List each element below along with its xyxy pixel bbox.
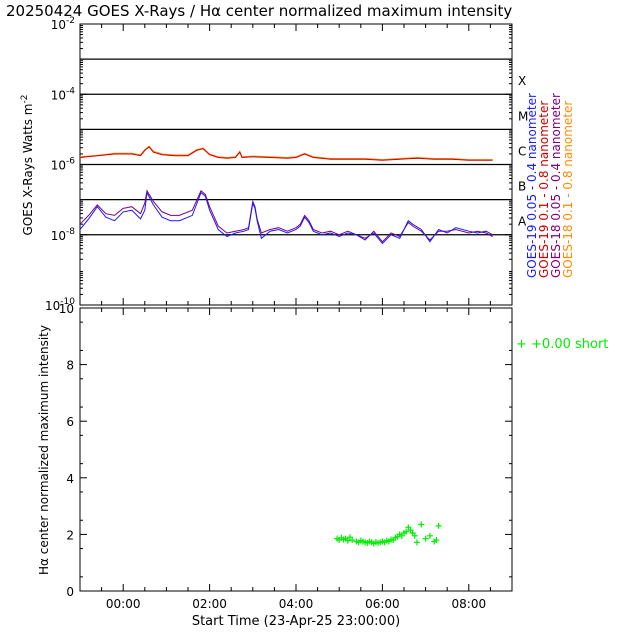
flare-class-b: B <box>518 180 526 194</box>
scatter-point <box>349 537 356 544</box>
scatter-point <box>433 537 440 544</box>
goes-xray-panel: 10-10 10-8 10-6 10-4 10-2 GOES X-Rays Watts m… <box>20 16 575 313</box>
x-axis: 00:00 02:00 04:00 06:00 08:00 <box>79 24 513 611</box>
y-tick-label: 6 <box>66 415 74 429</box>
flare-class-m: M <box>518 109 528 123</box>
series-line-2 <box>79 189 493 243</box>
flare-class-x: X <box>518 74 526 88</box>
bottom-y-axis-label: Hα center normalized maximum intensity <box>37 325 51 575</box>
scatter-legend: + +0.00 short <box>516 337 608 352</box>
x-tick-label: 02:00 <box>192 597 227 611</box>
scatter-point <box>435 522 442 529</box>
series-line-0 <box>79 190 493 245</box>
scatter-point <box>422 535 429 542</box>
x-tick-label: 04:00 <box>279 597 314 611</box>
legend-entry: GOES-18 0.1 - 0.8 nanometer <box>561 101 575 278</box>
series-line-1 <box>79 146 493 161</box>
flare-class-c: C <box>518 144 526 158</box>
scatter-point <box>426 532 433 539</box>
scatter-point <box>418 521 425 528</box>
legend-entry: GOES-19 0.1 - 0.8 nanometer <box>537 101 551 278</box>
x-tick-label: 08:00 <box>452 597 487 611</box>
legend-entry: GOES-19 0.05 - 0.4 nanometer <box>525 93 539 278</box>
scatter-point <box>403 528 410 535</box>
scatter-point <box>411 532 418 539</box>
bottom-plot-frame <box>79 307 513 592</box>
y-tick-label: 4 <box>66 472 74 486</box>
legend-entry: GOES-18 0.05 - 0.4 nanometer <box>549 93 563 278</box>
y-tick-label: 10-6 <box>51 157 76 173</box>
chart-title: 20250424 GOES X-Rays / Hα center normali… <box>6 2 513 20</box>
top-y-axis-label: GOES X-Rays Watts m-2 <box>20 95 35 236</box>
halpha-panel: 0 2 4 6 8 10 Hα center normalized maximum inte… <box>37 302 608 599</box>
y-tick-label: 10-2 <box>51 16 75 32</box>
y-tick-label: 10-4 <box>51 86 76 102</box>
y-tick-label: 2 <box>66 528 74 542</box>
series-line-3 <box>79 145 493 161</box>
y-tick-label: 0 <box>66 585 74 599</box>
x-tick-label: 06:00 <box>365 597 400 611</box>
x-axis-label: Start Time (23-Apr-25 23:00:00) <box>192 614 400 629</box>
y-tick-label: 8 <box>66 359 74 373</box>
y-tick-label: 10-8 <box>51 227 76 243</box>
flare-class-a: A <box>518 215 527 229</box>
y-tick-label: 10-10 <box>45 297 75 313</box>
x-tick-label: 00:00 <box>106 597 141 611</box>
y-tick-label: 10 <box>59 302 74 316</box>
scatter-point <box>413 539 420 546</box>
